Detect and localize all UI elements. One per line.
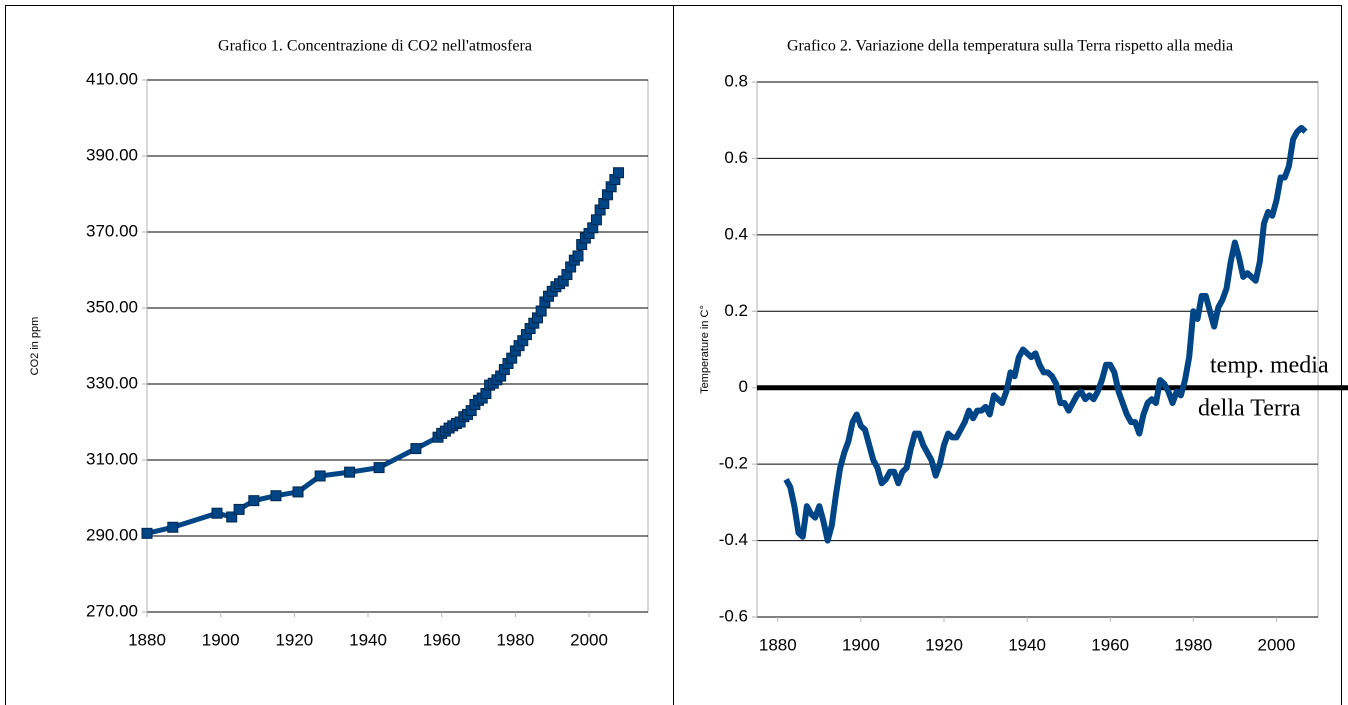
y-tick-label: 0.8 (724, 71, 748, 90)
y-tick-label: 350.00 (86, 297, 138, 316)
data-marker (535, 305, 547, 317)
x-tick-label: 1900 (202, 630, 240, 649)
data-marker (410, 443, 422, 455)
data-marker (314, 470, 326, 482)
data-marker (226, 511, 238, 523)
data-line (146, 171, 621, 536)
plot-area (756, 81, 1319, 618)
x-tick-label: 1900 (842, 635, 880, 654)
y-tick-label: 0 (739, 377, 748, 396)
y-tick-label: 0.4 (724, 224, 748, 243)
x-tick-label: 2000 (570, 630, 608, 649)
panel-frame (673, 5, 1342, 705)
x-tick-label: 1960 (1091, 635, 1129, 654)
data-marker (292, 486, 304, 498)
data-marker (344, 466, 356, 478)
data-marker (572, 250, 584, 262)
y-tick-label: 410.00 (86, 69, 138, 88)
chart-title: Grafico 1. Concentrazione di CO2 nell'at… (218, 38, 532, 55)
data-marker (167, 521, 179, 533)
x-tick-label: 1940 (349, 630, 387, 649)
y-tick-label: 0.6 (724, 148, 748, 167)
annotation: della Terra (1198, 396, 1301, 422)
x-tick-label: 1920 (925, 635, 963, 654)
data-line (783, 124, 1308, 544)
y-tick-label: 310.00 (86, 449, 138, 468)
data-marker (233, 503, 245, 515)
x-tick-label: 1940 (1008, 635, 1046, 654)
chart-title: Grafico 2. Variazione della temperatura … (787, 38, 1233, 55)
data-marker (590, 214, 602, 226)
x-tick-label: 1880 (759, 635, 797, 654)
plot-area (146, 79, 649, 613)
y-axis-label: Temperature in C° (699, 305, 711, 394)
y-tick-label: -0.4 (719, 530, 748, 549)
annotation: temp. media (1210, 353, 1329, 379)
y-tick-label: 330.00 (86, 373, 138, 392)
x-tick-label: 1980 (496, 630, 534, 649)
y-tick-label: 290.00 (86, 525, 138, 544)
y-tick-label: 0.2 (724, 301, 748, 320)
data-marker (373, 462, 385, 474)
x-tick-label: 1960 (423, 630, 461, 649)
y-tick-label: 370.00 (86, 221, 138, 240)
y-tick-label: 390.00 (86, 145, 138, 164)
panel-frame (5, 5, 674, 705)
data-marker (141, 527, 153, 539)
y-axis-label: CO2 in ppm (29, 317, 41, 376)
data-marker (248, 495, 260, 507)
y-tick-label: -0.2 (719, 454, 748, 473)
y-tick-label: 270.00 (86, 601, 138, 620)
data-marker (211, 507, 223, 519)
x-tick-label: 1980 (1174, 635, 1212, 654)
x-tick-label: 2000 (1258, 635, 1296, 654)
data-marker (613, 167, 625, 179)
x-tick-label: 1920 (275, 630, 313, 649)
x-tick-label: 1880 (128, 630, 166, 649)
y-tick-label: -0.6 (719, 606, 748, 625)
data-marker (270, 490, 282, 502)
